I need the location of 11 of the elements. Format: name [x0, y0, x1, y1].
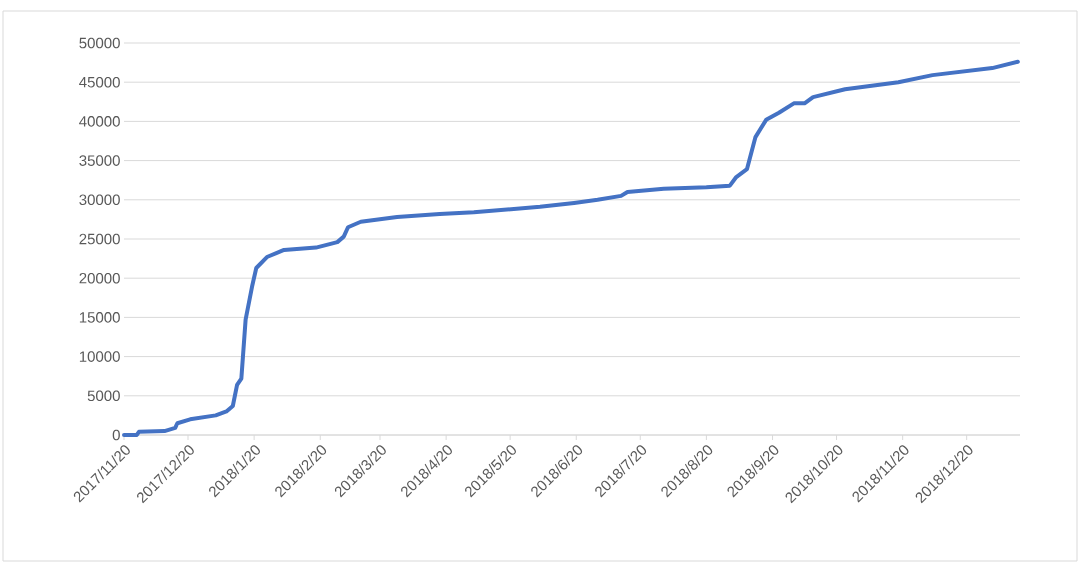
y-tick-label: 25000: [79, 233, 120, 245]
y-tick-label: 45000: [79, 76, 120, 88]
y-tick-label: 5000: [87, 390, 120, 402]
y-tick-label: 30000: [79, 194, 120, 206]
y-tick-label: 0: [112, 429, 120, 441]
y-tick-label: 40000: [79, 116, 120, 127]
y-tick-label: 20000: [79, 272, 120, 284]
y-tick-label: 15000: [79, 312, 120, 323]
y-tick-label: 35000: [79, 155, 120, 166]
y-tick-label: 10000: [79, 351, 120, 362]
y-tick-label: 50000: [79, 37, 120, 49]
